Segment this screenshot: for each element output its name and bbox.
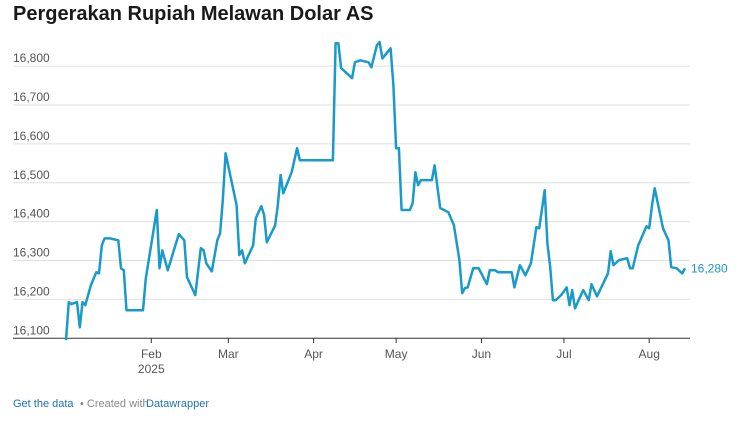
x-tick-label: Jul (556, 347, 571, 361)
y-tick-label: 16,100 (13, 323, 50, 337)
x-tick-label: Jun (472, 347, 491, 361)
x-tick-label: Feb (141, 347, 162, 361)
footer-text: • Created with (80, 398, 149, 410)
y-tick-label: 16,400 (13, 207, 50, 221)
y-tick-label: 16,600 (13, 129, 50, 143)
x-tick-label: May (385, 347, 408, 361)
chart-title: Pergerakan Rupiah Melawan Dolar AS (13, 3, 373, 25)
x-tick-label: Mar (218, 347, 239, 361)
y-tick-label: 16,500 (13, 168, 50, 182)
end-label: 16,280 (691, 261, 728, 275)
get-data-link[interactable]: Get the data (13, 398, 74, 410)
line-series (64, 40, 687, 341)
y-tick-label: 16,200 (13, 284, 50, 298)
x-tick-label: Aug (639, 347, 660, 361)
y-tick-label: 16,800 (13, 51, 50, 65)
x-tick-label: Apr (304, 347, 323, 361)
x-year-label: 2025 (138, 362, 165, 376)
datawrapper-link[interactable]: Datawrapper (146, 398, 209, 410)
y-tick-label: 16,700 (13, 90, 50, 104)
y-tick-label: 16,300 (13, 246, 50, 260)
